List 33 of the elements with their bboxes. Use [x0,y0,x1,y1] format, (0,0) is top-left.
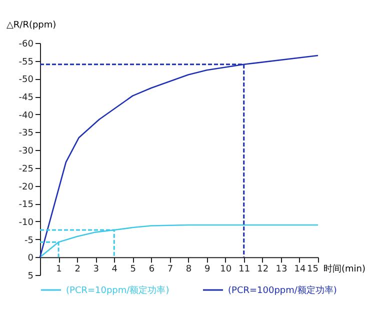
y-tick-label: -30 [18,146,34,157]
y-tick-label: 5 [28,272,34,282]
x-tick-label: 12 [257,264,269,275]
x-tick-label: 9 [204,264,210,275]
y-tick-label: -25 [18,164,34,174]
y-axis-title: △R/R(ppm) [6,20,56,30]
x-tick-label: 14 [294,264,306,275]
x-tick-label: 11 [238,264,250,275]
x-tick-label: 8 [186,264,192,275]
y-tick-label: -20 [18,182,34,192]
x-tick-label: 1 [56,264,62,275]
y-tick-label: -15 [18,200,34,210]
y-tick-label: -40 [18,110,34,121]
x-tick-label: 5 [130,264,136,275]
y-tick-label: -45 [18,93,34,104]
y-tick-label: -5 [24,236,34,246]
y-tick-label: -10 [18,218,34,228]
y-tick-label: -60 [18,40,34,50]
y-tick-label: 0 [28,254,34,264]
x-tick-label: 4 [112,264,118,275]
x-tick-label: 10 [220,264,232,275]
x-tick-label: 15 [307,264,318,275]
legend-label: (PCR=10ppm/额定功率) [66,285,170,296]
legend-label: (PCR=100ppm/额定功率) [228,285,337,296]
x-tick-label: 7 [167,264,174,275]
x-tick-label: 2 [74,264,80,275]
x-axis-title: 时间(min) [324,264,366,275]
x-tick-label: 13 [276,264,288,275]
x-tick-label: 3 [93,264,99,275]
y-tick-label: -35 [18,128,34,139]
x-tick-label: 6 [148,264,155,275]
y-tick-label: -55 [18,57,34,68]
y-tick-label: -50 [18,75,34,86]
